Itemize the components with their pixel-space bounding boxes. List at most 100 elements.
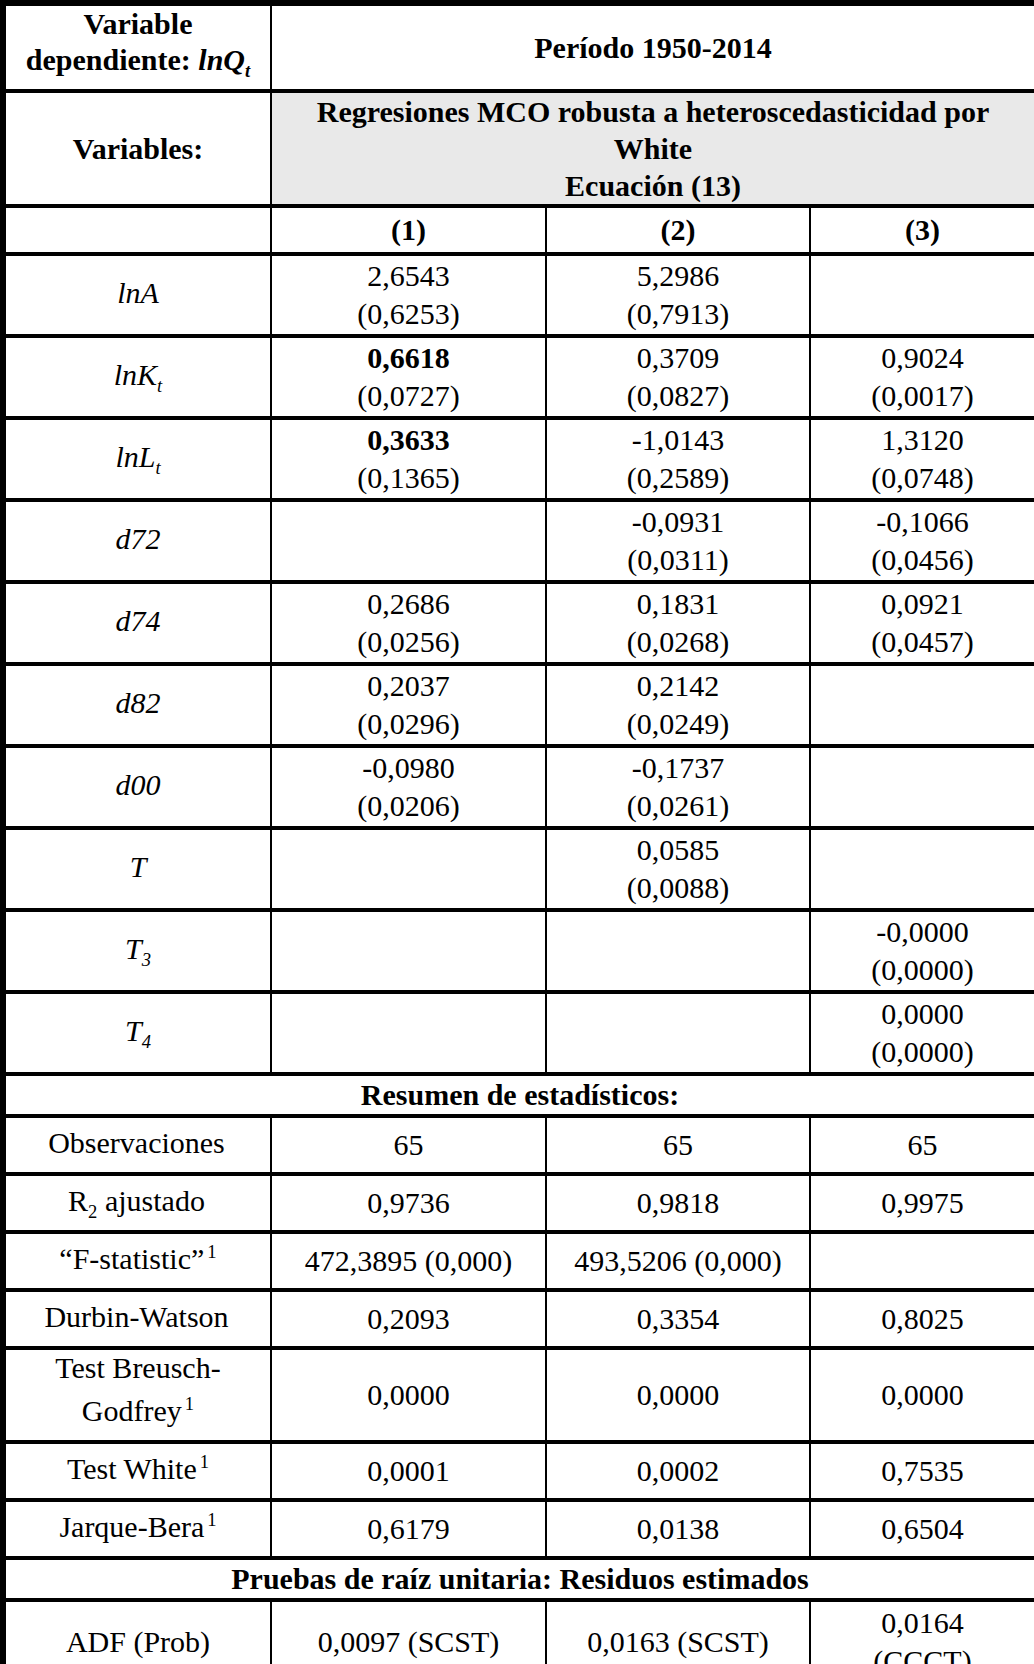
- empty-corner-cell: [3, 206, 271, 254]
- dependent-variable-line2: dependiente: lnQt: [6, 42, 270, 89]
- row-durbin-watson: Durbin-Watson 0,2093 0,3354 0,8025: [3, 1290, 1034, 1348]
- cell-model-2: [546, 992, 810, 1074]
- stats-section-title: Resumen de estadísticos:: [3, 1074, 1034, 1116]
- cell-label: Test White1: [3, 1442, 271, 1500]
- cell-model-1: 0,6179: [271, 1500, 546, 1558]
- row-observaciones: Observaciones 65 65 65: [3, 1116, 1034, 1174]
- cell-model-1: 0,2093: [271, 1290, 546, 1348]
- row-jarque-bera: Jarque-Bera1 0,6179 0,0138 0,6504: [3, 1500, 1034, 1558]
- row-test-white: Test White1 0,0001 0,0002 0,7535: [3, 1442, 1034, 1500]
- method-line2: White: [272, 130, 1034, 167]
- model-col-2-header: (2): [546, 206, 810, 254]
- model-col-3-header: (3): [810, 206, 1034, 254]
- cell-label: T: [3, 828, 271, 910]
- cell-label: d74: [3, 582, 271, 664]
- cell-label: Observaciones: [3, 1116, 271, 1174]
- method-line3: Ecuación (13): [272, 167, 1034, 204]
- cell-label: R2 ajustado: [3, 1174, 271, 1232]
- cell-label: d72: [3, 500, 271, 582]
- cell-label: T3: [3, 910, 271, 992]
- cell-model-3: 0,9024(0,0017): [810, 336, 1034, 418]
- cell-model-1: 2,6543(0,6253): [271, 254, 546, 336]
- unit-root-section-title: Pruebas de raíz unitaria: Residuos estim…: [3, 1558, 1034, 1600]
- cell-model-2: 65: [546, 1116, 810, 1174]
- row-T: T 0,0585(0,0088): [3, 828, 1034, 910]
- cell-model-3: 0,0000: [810, 1348, 1034, 1442]
- cell-model-3: 65: [810, 1116, 1034, 1174]
- method-cell: Regresiones MCO robusta a heteroscedasti…: [271, 91, 1034, 206]
- cell-model-1: 0,0000: [271, 1348, 546, 1442]
- variables-label-cell: Variables:: [3, 91, 271, 206]
- row-d00: d00 -0,0980(0,0206) -0,1737(0,0261): [3, 746, 1034, 828]
- cell-label: lnLt: [3, 418, 271, 500]
- dependent-variable-subscript: t: [245, 60, 250, 81]
- cell-model-2: 493,5206 (0,000): [546, 1232, 810, 1290]
- row-f-statistic: “F-statistic”1 472,3895 (0,000) 493,5206…: [3, 1232, 1034, 1290]
- cell-model-3: 0,7535: [810, 1442, 1034, 1500]
- row-d82: d82 0,2037(0,0296) 0,2142(0,0249): [3, 664, 1034, 746]
- cell-model-3: -0,0000(0,0000): [810, 910, 1034, 992]
- cell-label: d00: [3, 746, 271, 828]
- cell-model-2: 0,9818: [546, 1174, 810, 1232]
- cell-model-3: [810, 746, 1034, 828]
- cell-model-3: 0,9975: [810, 1174, 1034, 1232]
- header-row-period: Variable dependiente: lnQt Período 1950-…: [3, 3, 1034, 91]
- cell-model-2: 0,1831(0,0268): [546, 582, 810, 664]
- cell-model-1: 0,3633(0,1365): [271, 418, 546, 500]
- cell-model-1: 0,6618(0,0727): [271, 336, 546, 418]
- cell-model-1: -0,0980(0,0206): [271, 746, 546, 828]
- cell-model-1: 0,2686(0,0256): [271, 582, 546, 664]
- cell-model-2: 0,0002: [546, 1442, 810, 1500]
- cell-label: “F-statistic”1: [3, 1232, 271, 1290]
- cell-model-2: -0,0931(0,0311): [546, 500, 810, 582]
- stats-section-header-row: Resumen de estadísticos:: [3, 1074, 1034, 1116]
- row-T4: T4 0,0000(0,0000): [3, 992, 1034, 1074]
- cell-model-2: 0,0138: [546, 1500, 810, 1558]
- dependent-variable-symbol: lnQ: [198, 43, 245, 76]
- row-lnA: lnA 2,6543(0,6253) 5,2986(0,7913): [3, 254, 1034, 336]
- header-row-models: (1) (2) (3): [3, 206, 1034, 254]
- cell-model-2: 0,3354: [546, 1290, 810, 1348]
- cell-model-3: 0,0921(0,0457): [810, 582, 1034, 664]
- cell-model-1: 65: [271, 1116, 546, 1174]
- cell-model-3: -0,1066(0,0456): [810, 500, 1034, 582]
- cell-model-1: 0,0001: [271, 1442, 546, 1500]
- cell-label: lnA: [3, 254, 271, 336]
- cell-model-1: 472,3895 (0,000): [271, 1232, 546, 1290]
- cell-model-3: [810, 664, 1034, 746]
- row-r2-ajustado: R2 ajustado 0,9736 0,9818 0,9975: [3, 1174, 1034, 1232]
- cell-model-1: 0,2037(0,0296): [271, 664, 546, 746]
- dependent-variable-cell: Variable dependiente: lnQt: [3, 3, 271, 91]
- header-row-method: Variables: Regresiones MCO robusta a het…: [3, 91, 1034, 206]
- regression-table: Variable dependiente: lnQt Período 1950-…: [0, 0, 1034, 1664]
- row-d74: d74 0,2686(0,0256) 0,1831(0,0268) 0,0921…: [3, 582, 1034, 664]
- cell-model-1: [271, 828, 546, 910]
- row-lnL: lnLt 0,3633(0,1365) -1,0143(0,2589) 1,31…: [3, 418, 1034, 500]
- cell-model-2: 5,2986(0,7913): [546, 254, 810, 336]
- cell-model-2: 0,2142(0,0249): [546, 664, 810, 746]
- method-line1: Regresiones MCO robusta a heteroscedasti…: [272, 93, 1034, 130]
- cell-label: lnKt: [3, 336, 271, 418]
- cell-model-2: 0,0000: [546, 1348, 810, 1442]
- row-breusch-godfrey: Test Breusch-Godfrey1 0,0000 0,0000 0,00…: [3, 1348, 1034, 1442]
- cell-model-2: -0,1737(0,0261): [546, 746, 810, 828]
- cell-model-3: 0,0164(CCCT): [810, 1600, 1034, 1664]
- dependent-variable-line1: Variable: [6, 6, 270, 42]
- cell-label: Jarque-Bera1: [3, 1500, 271, 1558]
- cell-model-3: 0,8025: [810, 1290, 1034, 1348]
- cell-model-1: 0,0097 (SCST): [271, 1600, 546, 1664]
- row-T3: T3 -0,0000(0,0000): [3, 910, 1034, 992]
- regression-table-page: Variable dependiente: lnQt Período 1950-…: [0, 0, 1034, 1664]
- unit-root-section-header-row: Pruebas de raíz unitaria: Residuos estim…: [3, 1558, 1034, 1600]
- cell-model-3: [810, 1232, 1034, 1290]
- model-col-1-header: (1): [271, 206, 546, 254]
- row-d72: d72 -0,0931(0,0311) -0,1066(0,0456): [3, 500, 1034, 582]
- cell-label: T4: [3, 992, 271, 1074]
- row-adf: ADF (Prob) 0,0097 (SCST) 0,0163 (SCST) 0…: [3, 1600, 1034, 1664]
- cell-model-3: [810, 254, 1034, 336]
- cell-label: d82: [3, 664, 271, 746]
- cell-model-3: [810, 828, 1034, 910]
- cell-model-2: -1,0143(0,2589): [546, 418, 810, 500]
- cell-model-1: 0,9736: [271, 1174, 546, 1232]
- cell-model-1: [271, 910, 546, 992]
